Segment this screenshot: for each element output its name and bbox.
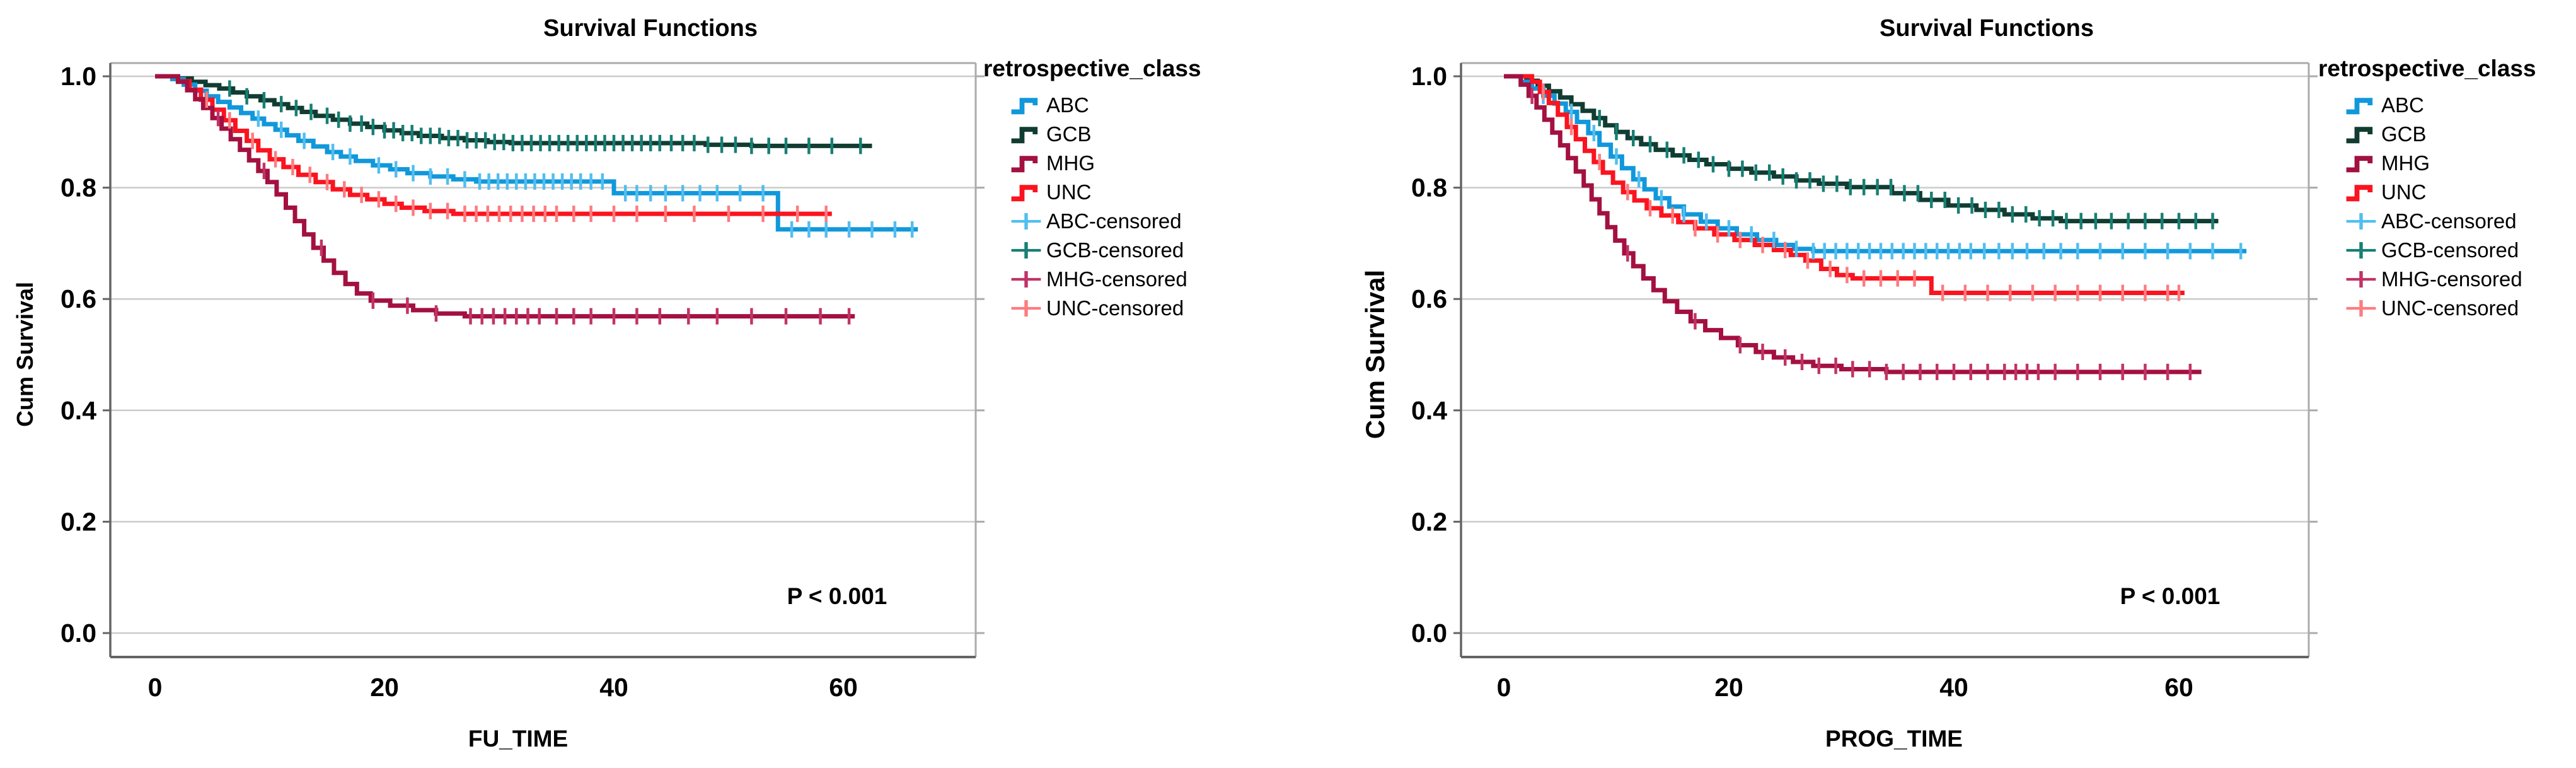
series-line-abc — [155, 74, 918, 232]
legend-item-label: UNC-censored — [2381, 296, 2519, 320]
legend-items: ABC GCB MHG UNC ABC-censored GCB-censored MHG-… — [2318, 91, 2576, 323]
censor-marks-gcb — [228, 80, 862, 154]
chart2-y-axis-label: Cum Survival — [1360, 269, 1390, 439]
legend-item-mhg: MHG — [983, 149, 1279, 178]
censor-plus-icon — [2346, 300, 2376, 317]
chart2-pvalue-annotation: P < 0.001 — [2120, 583, 2221, 609]
y-tick-label: 0.0 — [61, 619, 96, 648]
legend-items: ABC GCB MHG UNC ABC-censored GCB-censored MHG-… — [983, 91, 1279, 323]
legend-item-unc: UNC — [983, 178, 1279, 207]
x-tick-label: 0 — [148, 673, 163, 702]
legend-item-mhg-censored: MHG-censored — [983, 265, 1279, 294]
series-line-mhg — [155, 74, 855, 319]
chart1-title: Survival Functions — [543, 15, 758, 42]
censor-plus-icon — [2346, 271, 2376, 288]
legend-title: retrospective_class — [2318, 55, 2536, 81]
legend-item-gcb-censored: GCB-censored — [983, 236, 1279, 265]
y-tick-label: 1.0 — [61, 62, 96, 91]
legend-item-label: UNC — [1046, 180, 1092, 204]
chart1-x-axis-label: FU_TIME — [468, 726, 569, 752]
censor-plus-icon — [1011, 213, 1041, 230]
censor-marks-unc — [1542, 83, 2181, 301]
step-line-swatch-icon — [1011, 127, 1038, 144]
legend-item-label: ABC — [2381, 93, 2424, 117]
x-tick-label: 0 — [1497, 673, 1511, 702]
censor-marks-abc — [1542, 87, 2243, 260]
y-tick-label: 0.2 — [1411, 507, 1447, 536]
step-line-swatch-icon — [2346, 98, 2373, 115]
censor-plus-icon — [1011, 271, 1041, 288]
legend-item-abc-censored: ABC-censored — [983, 207, 1279, 236]
y-tick-label: 0.2 — [61, 507, 96, 536]
legend-item-label: GCB-censored — [1046, 238, 1184, 262]
y-tick-label: 0.8 — [61, 173, 96, 202]
legend-item-abc: ABC — [983, 91, 1279, 120]
chart2-legend: retrospective_class ABC GCB MHG UNC ABC-cens… — [2318, 55, 2576, 323]
legend-item-label: GCB — [2381, 122, 2427, 146]
y-tick-label: 0.0 — [1411, 619, 1447, 648]
x-tick-label: 40 — [599, 673, 628, 702]
panel-2: 1.0 0.8 0.6 0.4 0.2 0.0 0 20 40 60 — [1411, 62, 2318, 702]
legend-item-abc-censored: ABC-censored — [2318, 207, 2576, 236]
legend-item-gcb-censored: GCB-censored — [2318, 236, 2576, 265]
legend-item-abc: ABC — [2318, 91, 2576, 120]
legend-title: retrospective_class — [983, 55, 1201, 81]
legend-item-mhg-censored: MHG-censored — [2318, 265, 2576, 294]
censor-plus-icon — [1011, 242, 1041, 259]
legend-item-label: UNC-censored — [1046, 296, 1184, 320]
legend-item-gcb: GCB — [983, 120, 1279, 149]
legend-item-label: ABC-censored — [1046, 209, 1182, 233]
chart2-x-axis-label: PROG_TIME — [1825, 726, 1963, 752]
censor-marks-mhg — [1530, 87, 2192, 380]
y-tick-label: 0.4 — [1411, 396, 1447, 425]
x-tick-label: 60 — [2164, 673, 2193, 702]
legend-item-label: MHG — [2381, 151, 2430, 175]
legend-item-gcb: GCB — [2318, 120, 2576, 149]
legend-item-label: MHG-censored — [1046, 267, 1187, 291]
legend-item-label: GCB — [1046, 122, 1092, 146]
censor-marks-gcb — [1598, 110, 2214, 230]
y-tick-label: 1.0 — [1411, 62, 1447, 91]
censor-plus-icon — [2346, 213, 2376, 230]
legend-item-unc-censored: UNC-censored — [2318, 294, 2576, 323]
x-tick-label: 60 — [829, 673, 858, 702]
chart1-pvalue-annotation: P < 0.001 — [787, 583, 887, 609]
legend-item-label: MHG — [1046, 151, 1095, 175]
step-line-swatch-icon — [1011, 185, 1038, 202]
censor-marks-abc — [257, 110, 914, 238]
legend-item-unc: UNC — [2318, 178, 2576, 207]
panel-1: 1.0 0.8 0.6 0.4 0.2 0.0 0 20 40 60 — [61, 62, 985, 702]
x-tick-label: 20 — [1714, 673, 1743, 702]
legend-item-label: UNC — [2381, 180, 2427, 204]
chart1-legend: retrospective_class ABC GCB MHG UNC ABC-cens… — [983, 55, 1279, 323]
y-tick-label: 0.8 — [1411, 173, 1447, 202]
step-line-swatch-icon — [2346, 185, 2373, 202]
censor-marks-mhg — [216, 110, 851, 325]
y-tick-label: 0.6 — [1411, 284, 1447, 313]
y-tick-label: 0.4 — [61, 396, 96, 425]
step-line-swatch-icon — [2346, 127, 2373, 144]
legend-item-unc-censored: UNC-censored — [983, 294, 1279, 323]
step-line-swatch-icon — [2346, 156, 2373, 173]
step-line-swatch-icon — [1011, 98, 1038, 115]
censor-marks-unc — [205, 91, 828, 223]
step-line-swatch-icon — [1011, 156, 1038, 173]
legend-item-label: GCB-censored — [2381, 238, 2519, 262]
x-tick-label: 40 — [1939, 673, 1968, 702]
series-line-gcb — [155, 74, 872, 148]
legend-item-label: ABC — [1046, 93, 1089, 117]
x-tick-label: 20 — [370, 673, 399, 702]
legend-item-label: MHG-censored — [2381, 267, 2522, 291]
censor-plus-icon — [1011, 300, 1041, 317]
legend-item-mhg: MHG — [2318, 149, 2576, 178]
y-tick-label: 0.6 — [61, 284, 96, 313]
censor-plus-icon — [2346, 242, 2376, 259]
legend-item-label: ABC-censored — [2381, 209, 2517, 233]
chart1-y-axis-label: Cum Survival — [12, 281, 38, 428]
chart2-title: Survival Functions — [1880, 15, 2094, 42]
series-line-mhg — [1504, 74, 2202, 375]
